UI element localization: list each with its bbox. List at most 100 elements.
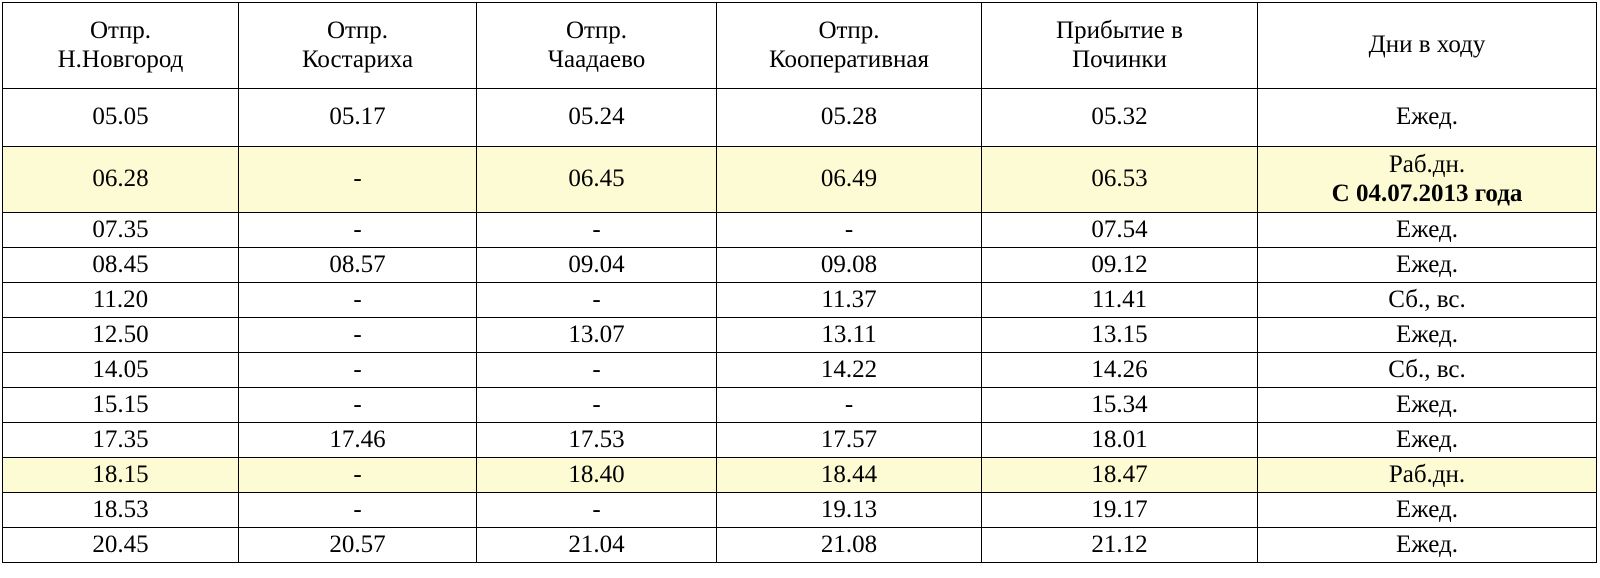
table-cell: - — [238, 387, 477, 423]
table-cell: 06.49 — [716, 146, 982, 213]
table-cell: Ежед. — [1257, 317, 1597, 353]
table-cell: 15.34 — [981, 387, 1258, 423]
table-cell: - — [238, 317, 477, 353]
cell-line: Чаадаево — [547, 45, 646, 73]
table-cell: - — [716, 387, 982, 423]
table-cell: 14.05 — [2, 352, 239, 388]
table-row: 11.20- -11.37 11.41 Сб., вс. — [2, 282, 1597, 318]
table-cell: Ежед. — [1257, 212, 1597, 248]
cell-line: Костариха — [301, 45, 414, 73]
table-cell: - — [238, 492, 477, 528]
table-cell: Раб.дн. С 04.07.2013 года — [1257, 146, 1597, 213]
table-row: 06.28-06.45 06.49 06.53 Раб.дн. С 04.07.2013… — [2, 146, 1597, 213]
cell-line: Отпр. — [326, 16, 389, 44]
table-cell: Ежед. — [1257, 527, 1597, 563]
table-cell: 13.15 — [981, 317, 1258, 353]
table-cell: - — [238, 352, 477, 388]
schedule-table: Отпр. Н.Новгород Отпр. Костариха Отпр. Чаадае… — [2, 2, 1597, 563]
table-cell: 19.17 — [981, 492, 1258, 528]
table-cell: - — [716, 212, 982, 248]
table-row: 18.53- -19.13 19.17 Ежед. — [2, 492, 1597, 528]
table-row: 14.05- -14.22 14.26 Сб., вс. — [2, 352, 1597, 388]
table-row: 05.05 05.17 05.24 05.28 05.32 Ежед. — [2, 88, 1597, 147]
table-cell: 05.28 — [716, 88, 982, 147]
table-cell: 13.07 — [476, 317, 717, 353]
table-cell: Ежед. — [1257, 387, 1597, 423]
table-cell: Ежед. — [1257, 422, 1597, 458]
table-cell: 19.13 — [716, 492, 982, 528]
cell-line: Кооперативная — [769, 45, 929, 73]
table-cell: 18.15 — [2, 457, 239, 493]
cell-line: Прибытие в — [1056, 16, 1183, 44]
table-cell: 18.53 — [2, 492, 239, 528]
table-cell: 18.44 — [716, 457, 982, 493]
table-cell: 06.45 — [476, 146, 717, 213]
cell-line: Дни в ходу — [1368, 31, 1486, 59]
header-cell: Дни в ходу — [1257, 2, 1597, 89]
table-cell: - — [476, 492, 717, 528]
table-cell: 17.53 — [476, 422, 717, 458]
table-row: 20.45 20.57 21.04 21.08 21.12 Ежед. — [2, 527, 1597, 563]
header-cell: Отпр. Кооперативная — [716, 2, 982, 89]
cell-line: Починки — [1072, 45, 1167, 73]
table-cell: Сб., вс. — [1257, 352, 1597, 388]
table-cell: 21.12 — [981, 527, 1258, 563]
table-cell: 17.35 — [2, 422, 239, 458]
table-cell: - — [238, 282, 477, 318]
table-cell: 05.05 — [2, 88, 239, 147]
table-cell: - — [476, 387, 717, 423]
table-cell: 09.04 — [476, 247, 717, 283]
header-cell: Прибытие в Починки — [981, 2, 1258, 89]
table-cell: 17.46 — [238, 422, 477, 458]
cell-line: Раб.дн. — [1388, 150, 1466, 178]
table-cell: 20.45 — [2, 527, 239, 563]
table-cell: - — [476, 212, 717, 248]
table-cell: 06.28 — [2, 146, 239, 213]
table-body: 05.05 05.17 05.24 05.28 05.32 Ежед. 06.28-06.4… — [2, 88, 1597, 563]
table-cell: 14.26 — [981, 352, 1258, 388]
table-row: 07.35- - -07.54 Ежед. — [2, 212, 1597, 248]
header-cell: Отпр. Чаадаево — [476, 2, 717, 89]
table-cell: Ежед. — [1257, 247, 1597, 283]
table-cell: 21.04 — [476, 527, 717, 563]
header-row: Отпр. Н.Новгород Отпр. Костариха Отпр. Чаадае… — [2, 2, 1597, 89]
table-row: 15.15- - -15.34 Ежед. — [2, 387, 1597, 423]
header-cell: Отпр. Костариха — [238, 2, 477, 89]
cell-line: Отпр. — [565, 16, 628, 44]
table-cell: 20.57 — [238, 527, 477, 563]
table-cell: 11.37 — [716, 282, 982, 318]
cell-line: Отпр. — [818, 16, 880, 44]
table-cell: Ежед. — [1257, 88, 1597, 147]
table-cell: 17.57 — [716, 422, 982, 458]
table-cell: 21.08 — [716, 527, 982, 563]
table-cell: Раб.дн. — [1257, 457, 1597, 493]
table-cell: 05.17 — [238, 88, 477, 147]
table-header: Отпр. Н.Новгород Отпр. Костариха Отпр. Чаадае… — [2, 2, 1597, 89]
table-cell: 09.12 — [981, 247, 1258, 283]
table-cell: Сб., вс. — [1257, 282, 1597, 318]
table-cell: 07.35 — [2, 212, 239, 248]
table-cell: 06.53 — [981, 146, 1258, 213]
table-cell: 05.32 — [981, 88, 1258, 147]
table-cell: 11.20 — [2, 282, 239, 318]
cell-line: С 04.07.2013 года — [1331, 179, 1523, 207]
table-cell: 13.11 — [716, 317, 982, 353]
table-cell: 12.50 — [2, 317, 239, 353]
table-cell: 15.15 — [2, 387, 239, 423]
table-cell: 08.45 — [2, 247, 239, 283]
table-cell: 09.08 — [716, 247, 982, 283]
table-cell: 18.47 — [981, 457, 1258, 493]
cell-line: Н.Новгород — [57, 45, 184, 73]
table-cell: 05.24 — [476, 88, 717, 147]
table-row: 18.15-18.40 18.44 18.47 Раб.дн. — [2, 457, 1597, 493]
table-cell: 18.40 — [476, 457, 717, 493]
table-cell: - — [476, 352, 717, 388]
table-cell: - — [238, 146, 477, 213]
table-cell: 14.22 — [716, 352, 982, 388]
table-row: 08.45 08.57 09.04 09.08 09.12 Ежед. — [2, 247, 1597, 283]
table-cell: 07.54 — [981, 212, 1258, 248]
table-cell: Ежед. — [1257, 492, 1597, 528]
table-row: 17.35 17.46 17.53 17.57 18.01 Ежед. — [2, 422, 1597, 458]
table-cell: - — [238, 212, 477, 248]
table-cell: 11.41 — [981, 282, 1258, 318]
